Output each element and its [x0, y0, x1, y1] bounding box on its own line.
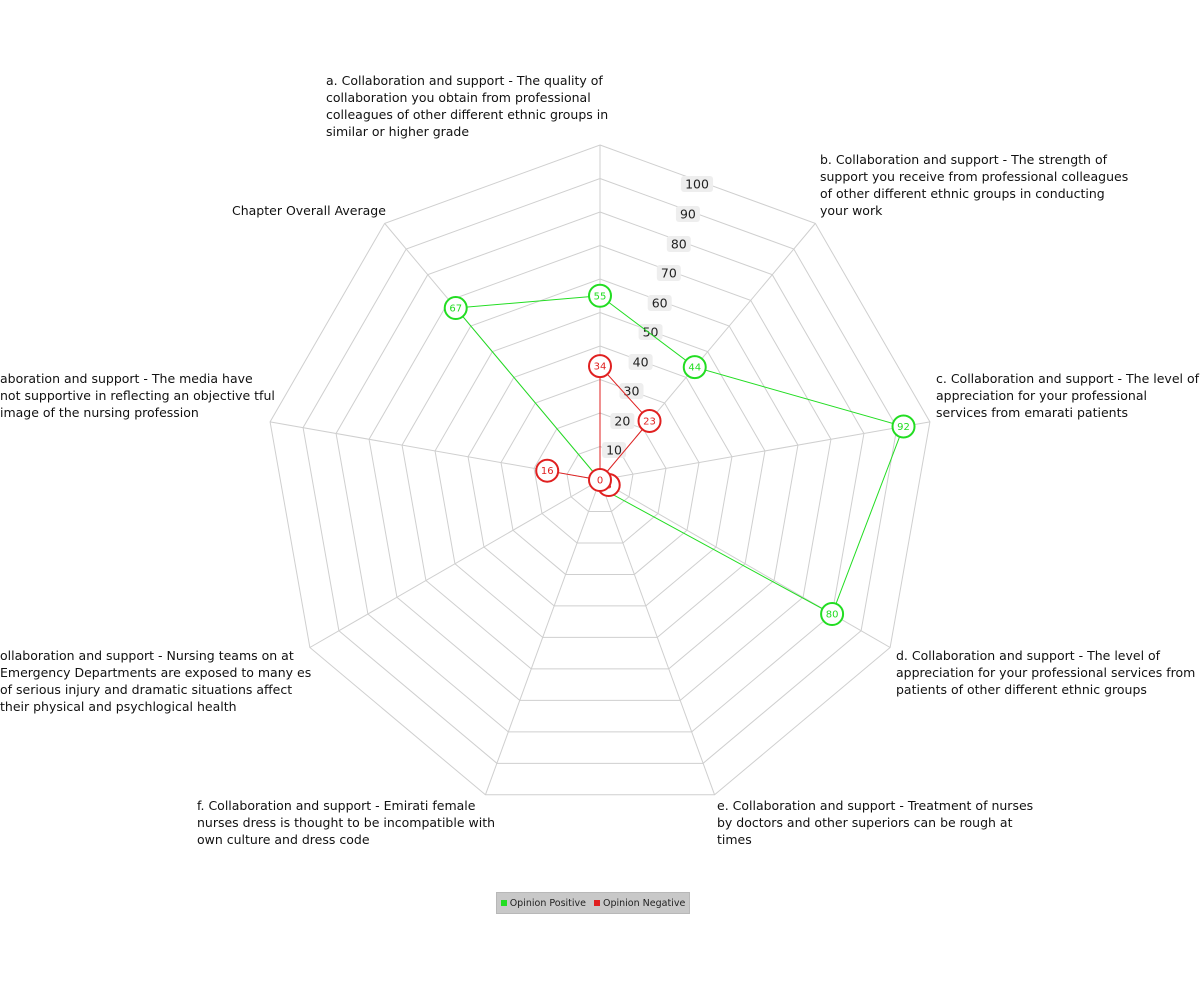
axis-label: Chapter Overall Average	[232, 203, 386, 218]
data-point-negative[interactable]: 34	[588, 354, 612, 379]
data-point-negative[interactable]: 0	[588, 468, 612, 492]
axis-label: ollaboration and support - Nursing teams…	[0, 648, 312, 714]
axis-label: c. Collaboration and support - The level…	[936, 371, 1200, 420]
data-point-positive[interactable]: 67	[443, 296, 468, 321]
svg-text:30: 30	[624, 384, 640, 399]
axis-label: b. Collaboration and support - The stren…	[820, 152, 1129, 218]
svg-text:92: 92	[897, 422, 910, 433]
legend: Opinion Positive Opinion Negative	[496, 892, 690, 914]
legend-item-negative[interactable]: Opinion Negative	[594, 898, 685, 909]
axis-label: aboration and support - The media have n…	[0, 371, 275, 420]
legend-label-negative: Opinion Negative	[603, 897, 686, 909]
data-point-positive[interactable]: 92	[891, 414, 916, 439]
svg-text:0: 0	[597, 476, 603, 487]
grid-ring	[500, 378, 700, 575]
radial-tick: 20	[610, 413, 635, 429]
svg-text:60: 60	[652, 296, 668, 311]
axis-label: e. Collaboration and support - Treatment…	[717, 798, 1034, 847]
svg-text:20: 20	[614, 414, 630, 429]
svg-text:23: 23	[643, 416, 656, 427]
series-lines	[454, 295, 905, 615]
series-line-positive	[454, 295, 905, 615]
radial-tick: 60	[647, 295, 672, 311]
radial-tick: 40	[628, 354, 653, 370]
grid-ring	[401, 278, 799, 670]
svg-text:70: 70	[661, 266, 677, 281]
grid-ring	[467, 345, 733, 607]
svg-text:100: 100	[685, 177, 709, 192]
svg-text:90: 90	[680, 207, 696, 222]
grid-ring	[566, 445, 634, 512]
svg-text:67: 67	[449, 304, 462, 315]
svg-text:16: 16	[541, 466, 554, 477]
svg-text:40: 40	[633, 355, 649, 370]
grid-ring	[434, 311, 766, 638]
grid-ring	[302, 177, 898, 764]
grid-ring	[368, 244, 832, 701]
legend-item-positive[interactable]: Opinion Positive	[500, 897, 586, 909]
grid-ring	[335, 211, 865, 733]
data-points: 55 44 92 80 67 34 23 30 16	[443, 283, 916, 626]
legend-swatch-negative	[594, 900, 600, 906]
svg-text:55: 55	[594, 291, 607, 302]
legend-label-positive: Opinion Positive	[509, 897, 586, 909]
radial-tick-labels: 10 20 30 40 50 60 70 80 90 100	[602, 176, 714, 458]
svg-text:44: 44	[688, 363, 701, 374]
grid-spoke	[484, 479, 601, 795]
grid-ring	[269, 144, 931, 796]
data-point-negative[interactable]: 16	[535, 458, 560, 483]
axis-label: f. Collaboration and support - Emirati f…	[197, 798, 496, 847]
svg-text:34: 34	[594, 362, 607, 373]
legend-swatch-positive	[500, 900, 507, 906]
data-point-positive[interactable]: 80	[820, 602, 845, 626]
data-point-positive[interactable]: 55	[588, 283, 612, 308]
svg-text:50: 50	[643, 325, 659, 340]
grid-spoke	[599, 479, 716, 795]
data-point-negative[interactable]: 23	[637, 408, 662, 433]
svg-text:80: 80	[826, 610, 839, 621]
radial-tick: 50	[638, 324, 663, 340]
axis-label: d. Collaboration and support - The level…	[896, 648, 1196, 697]
radial-tick: 100	[681, 176, 714, 192]
radial-tick: 90	[675, 206, 700, 222]
grid-spoke	[309, 479, 601, 648]
radial-tick: 80	[666, 236, 691, 252]
svg-text:10: 10	[606, 443, 622, 458]
radial-tick: 10	[602, 442, 627, 458]
svg-text:80: 80	[671, 237, 687, 252]
grid-ring	[533, 412, 667, 544]
data-point-positive[interactable]: 44	[682, 355, 707, 380]
grid-spoke	[599, 479, 891, 648]
radial-tick: 70	[656, 265, 681, 281]
grid-spoke	[599, 421, 930, 481]
axis-label: a. Collaboration and support - The quali…	[326, 73, 609, 139]
